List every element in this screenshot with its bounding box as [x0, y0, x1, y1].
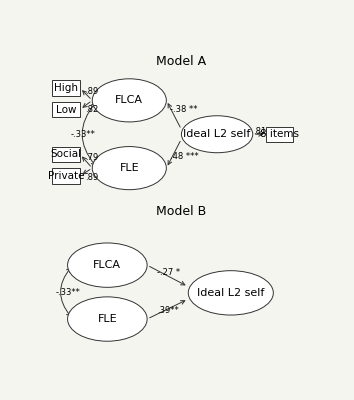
Text: .48 ***: .48 *** — [170, 152, 199, 161]
Text: .89: .89 — [85, 174, 98, 182]
Ellipse shape — [92, 79, 166, 122]
Text: Private: Private — [48, 171, 85, 181]
FancyBboxPatch shape — [52, 146, 80, 162]
Text: -.33**: -.33** — [56, 288, 81, 297]
Text: FLCA: FLCA — [115, 95, 143, 105]
Text: -.38 **: -.38 ** — [170, 105, 198, 114]
Ellipse shape — [188, 271, 273, 315]
Text: Model A: Model A — [156, 55, 206, 68]
Text: .79: .79 — [85, 154, 98, 162]
Ellipse shape — [92, 146, 166, 190]
Text: Social: Social — [51, 149, 82, 159]
Ellipse shape — [68, 297, 147, 341]
FancyBboxPatch shape — [52, 168, 80, 184]
FancyBboxPatch shape — [52, 102, 80, 117]
Text: Ideal L2 self: Ideal L2 self — [183, 129, 251, 139]
Text: -.33**: -.33** — [70, 130, 95, 139]
Text: -.27 *: -.27 * — [157, 268, 180, 277]
Text: 8 items: 8 items — [260, 129, 299, 139]
Ellipse shape — [68, 243, 147, 287]
Text: Low: Low — [56, 105, 76, 115]
Text: Model B: Model B — [156, 205, 206, 218]
FancyBboxPatch shape — [52, 80, 80, 96]
Text: High: High — [54, 83, 78, 93]
Text: .81: .81 — [253, 127, 267, 136]
Text: .39**: .39** — [157, 306, 178, 315]
Text: .89: .89 — [85, 87, 98, 96]
Text: Ideal L2 self: Ideal L2 self — [197, 288, 264, 298]
Text: FLCA: FLCA — [93, 260, 121, 270]
Text: FLE: FLE — [98, 314, 117, 324]
Text: FLE: FLE — [120, 163, 139, 173]
Ellipse shape — [181, 116, 253, 153]
Text: .82: .82 — [85, 105, 98, 114]
FancyBboxPatch shape — [267, 126, 292, 142]
